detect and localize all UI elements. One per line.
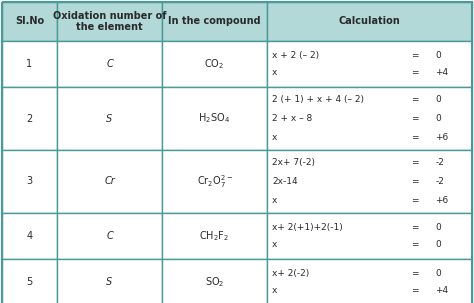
Text: 0: 0: [435, 51, 441, 60]
Text: Cr: Cr: [104, 177, 115, 187]
Text: 2x+ 7(-2): 2x+ 7(-2): [272, 158, 315, 167]
Text: +6: +6: [435, 133, 448, 142]
Bar: [57, 259, 162, 303]
Text: +4: +4: [435, 286, 448, 295]
Text: 3: 3: [27, 177, 33, 187]
Text: +4: +4: [435, 68, 448, 77]
Text: x: x: [272, 133, 277, 142]
Text: C: C: [106, 231, 113, 241]
Text: =: =: [411, 68, 419, 77]
Text: CO$_2$: CO$_2$: [204, 57, 225, 71]
Text: =: =: [411, 51, 419, 60]
Text: -2: -2: [435, 177, 444, 186]
Bar: [267, 213, 472, 259]
Text: x+ 2(-2): x+ 2(-2): [272, 269, 309, 278]
Bar: [57, 2, 162, 41]
Text: S: S: [106, 277, 113, 287]
Text: x: x: [272, 196, 277, 205]
Bar: [57, 150, 162, 213]
Bar: [57, 87, 162, 150]
Bar: [267, 2, 472, 41]
Text: Oxidation number of
the element: Oxidation number of the element: [53, 11, 166, 32]
Bar: [2, 259, 57, 303]
Bar: [162, 213, 267, 259]
Bar: [162, 87, 267, 150]
Text: x: x: [272, 240, 277, 249]
Bar: [2, 150, 57, 213]
Text: 2: 2: [27, 114, 33, 124]
Bar: [267, 150, 472, 213]
Text: =: =: [411, 158, 419, 167]
Text: -2: -2: [435, 158, 444, 167]
Text: C: C: [106, 59, 113, 69]
Text: 0: 0: [435, 95, 441, 104]
Text: 5: 5: [27, 277, 33, 287]
Bar: [267, 259, 472, 303]
Text: =: =: [411, 133, 419, 142]
Text: =: =: [411, 223, 419, 232]
Text: =: =: [411, 269, 419, 278]
Bar: [2, 41, 57, 87]
Text: H$_2$SO$_4$: H$_2$SO$_4$: [199, 112, 230, 125]
Text: =: =: [411, 177, 419, 186]
Bar: [162, 41, 267, 87]
Text: 2x-14: 2x-14: [272, 177, 298, 186]
Text: =: =: [411, 240, 419, 249]
Text: In the compound: In the compound: [168, 16, 261, 26]
Text: Calculation: Calculation: [338, 16, 401, 26]
Text: x+ 2(+1)+2(-1): x+ 2(+1)+2(-1): [272, 223, 343, 232]
Bar: [162, 259, 267, 303]
Text: CH$_2$F$_2$: CH$_2$F$_2$: [200, 229, 229, 243]
Bar: [2, 87, 57, 150]
Text: 2 + x – 8: 2 + x – 8: [272, 114, 312, 123]
Bar: [162, 2, 267, 41]
Text: +6: +6: [435, 196, 448, 205]
Text: =: =: [411, 286, 419, 295]
Bar: [2, 213, 57, 259]
Text: 0: 0: [435, 114, 441, 123]
Text: 0: 0: [435, 269, 441, 278]
Text: 4: 4: [27, 231, 33, 241]
Text: 0: 0: [435, 240, 441, 249]
Text: x + 2 (– 2): x + 2 (– 2): [272, 51, 319, 60]
Text: Cr$_2$O$_7^{2-}$: Cr$_2$O$_7^{2-}$: [197, 173, 233, 190]
Bar: [267, 87, 472, 150]
Bar: [57, 213, 162, 259]
Text: 1: 1: [27, 59, 33, 69]
Text: =: =: [411, 95, 419, 104]
Text: 0: 0: [435, 223, 441, 232]
Text: x: x: [272, 68, 277, 77]
Bar: [267, 41, 472, 87]
Text: Sl.No: Sl.No: [15, 16, 44, 26]
Text: SO$_2$: SO$_2$: [205, 275, 224, 289]
Text: =: =: [411, 196, 419, 205]
Bar: [57, 41, 162, 87]
Text: S: S: [106, 114, 113, 124]
Bar: [2, 2, 57, 41]
Text: 2 (+ 1) + x + 4 (– 2): 2 (+ 1) + x + 4 (– 2): [272, 95, 364, 104]
Text: x: x: [272, 286, 277, 295]
Text: =: =: [411, 114, 419, 123]
Bar: [162, 150, 267, 213]
